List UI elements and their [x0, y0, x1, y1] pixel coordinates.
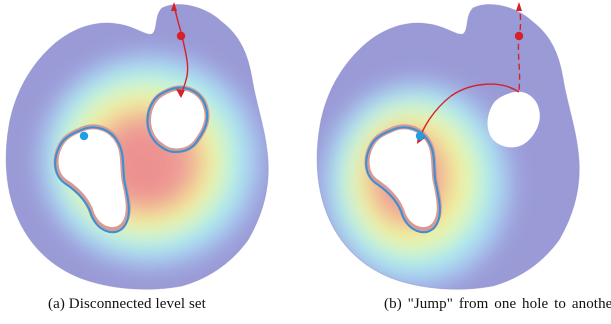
path-jump-b [418, 83, 520, 141]
heat-field-b [317, 4, 580, 290]
level-curve-left-a [54, 126, 130, 234]
caption-a: (a) Disconnected level set [48, 296, 206, 312]
level-point-a [79, 131, 89, 141]
level-curve-right-a [146, 86, 209, 153]
hole-right-b [487, 91, 540, 148]
start-point-a [176, 31, 186, 41]
arrow-head-top-a [171, 2, 177, 11]
level-point-b [415, 131, 425, 141]
start-point-b [514, 31, 524, 41]
panel-disconnected-level-set [0, 0, 300, 290]
arrow-head-hole-a [176, 89, 185, 98]
arrow-head-top-b [516, 2, 522, 11]
path-trajectory-a [173, 3, 189, 97]
level-curve-left-b [365, 126, 441, 234]
domain-boundary-a [5, 4, 269, 290]
panel-jump-between-holes [311, 0, 611, 290]
caption-b: (b) "Jump" from one hole to another [384, 296, 611, 312]
heatmap-figure-a [5, 2, 269, 290]
domain-boundary-b [316, 4, 580, 290]
heatmap-figure-b [316, 2, 580, 290]
heat-field-a [6, 4, 269, 290]
